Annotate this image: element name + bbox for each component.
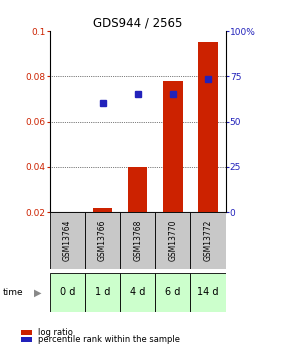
Text: 0 d: 0 d xyxy=(60,287,75,297)
Bar xyxy=(190,212,226,269)
Bar xyxy=(85,212,120,269)
Bar xyxy=(120,212,155,269)
Bar xyxy=(163,81,183,212)
Text: 1 d: 1 d xyxy=(95,287,110,297)
Text: percentile rank within the sample: percentile rank within the sample xyxy=(38,335,180,344)
Bar xyxy=(190,273,226,312)
Title: GDS944 / 2565: GDS944 / 2565 xyxy=(93,17,183,30)
Text: GSM13770: GSM13770 xyxy=(168,220,177,262)
Bar xyxy=(128,167,147,212)
Text: GSM13772: GSM13772 xyxy=(204,220,212,261)
Bar xyxy=(50,273,85,312)
Text: 4 d: 4 d xyxy=(130,287,145,297)
Text: log ratio: log ratio xyxy=(38,328,73,337)
Bar xyxy=(155,212,190,269)
Bar xyxy=(50,212,85,269)
Bar xyxy=(198,42,218,212)
Text: ▶: ▶ xyxy=(34,287,41,297)
Bar xyxy=(93,208,112,212)
Bar xyxy=(120,273,155,312)
Text: GSM13766: GSM13766 xyxy=(98,220,107,262)
Text: time: time xyxy=(3,288,23,297)
Bar xyxy=(155,273,190,312)
Text: 6 d: 6 d xyxy=(165,287,180,297)
Text: 14 d: 14 d xyxy=(197,287,219,297)
Text: GSM13768: GSM13768 xyxy=(133,220,142,261)
Bar xyxy=(85,273,120,312)
Text: GSM13764: GSM13764 xyxy=(63,220,72,262)
